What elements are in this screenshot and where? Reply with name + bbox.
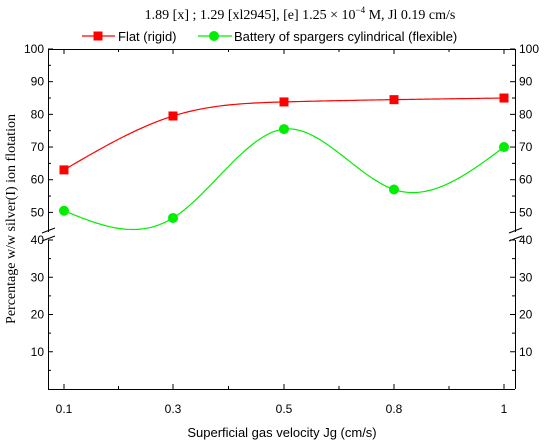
y-tick-label-left: 40 [31,233,45,247]
data-point-battery [499,142,509,153]
series-markers [59,93,509,223]
y-tick-label-left: 60 [31,173,45,187]
break-right-a [508,227,523,234]
y-tick-label-right: 20 [519,308,533,322]
legend: Flat (rigid) Battery of spargers cylindr… [82,29,457,44]
legend-label-flat: Flat (rigid) [118,29,177,44]
series-curves [63,97,505,231]
y-tick-label-right: 100 [519,42,539,56]
data-point-flat [168,111,178,121]
y-tick-label-left: 70 [31,140,45,154]
legend-marker-battery [209,31,219,41]
y-tick-label-left: 10 [31,345,45,359]
x-axis-label: Superficial gas velocity Jg (cm/s) [187,425,376,440]
y-tick-label-left: 80 [31,107,45,121]
y-tick-label-right: 40 [519,233,533,247]
data-point-battery [389,184,399,195]
y-axis-label: Percentage w/w silver(I) ion flotation [4,114,19,324]
break-left-a [41,227,56,234]
axis-break-marks [41,227,523,242]
y-tick-label-left: 100 [24,42,44,56]
y-tick-label-right: 90 [519,75,533,89]
data-point-battery [59,205,69,216]
y-tick-label-right: 50 [519,205,533,219]
data-point-flat [59,165,69,175]
data-point-battery [279,124,289,135]
y-tick-label-left: 30 [31,270,45,284]
x-tick-label: 1 [501,402,508,416]
data-point-flat [279,97,289,107]
x-axis-ticks: 0.1 0.3 0.5 0.8 1 [56,49,508,416]
x-tick-label: 0.8 [386,402,403,416]
data-point-flat [499,93,509,103]
legend-marker-flat [93,31,103,41]
y-axis-ticks: 10 10 20 20 30 30 40 40 50 50 60 60 70 70 80 80 90 90 100 1… [24,42,539,371]
y-tick-label-left: 20 [31,308,45,322]
break-left-b [41,235,56,242]
x-tick-label: 0.5 [276,402,293,416]
series-curve-battery [63,128,505,231]
x-tick-label: 0.1 [56,402,73,416]
data-point-flat [389,95,399,105]
legend-label-battery: Battery of spargers cylindrical (flexibl… [234,29,457,44]
y-tick-label-right: 30 [519,270,533,284]
y-tick-label-right: 70 [519,140,533,154]
y-tick-label-right: 10 [519,345,533,359]
y-tick-label-left: 90 [31,75,45,89]
data-point-battery [168,212,178,223]
y-tick-label-right: 80 [519,107,533,121]
x-tick-label: 0.3 [165,402,182,416]
chart-title: 1.89 [x] ; 1.29 [xl2945], [e] 1.25 × 10−… [145,5,456,23]
y-tick-label-left: 50 [31,205,45,219]
y-tick-label-right: 60 [519,173,533,187]
